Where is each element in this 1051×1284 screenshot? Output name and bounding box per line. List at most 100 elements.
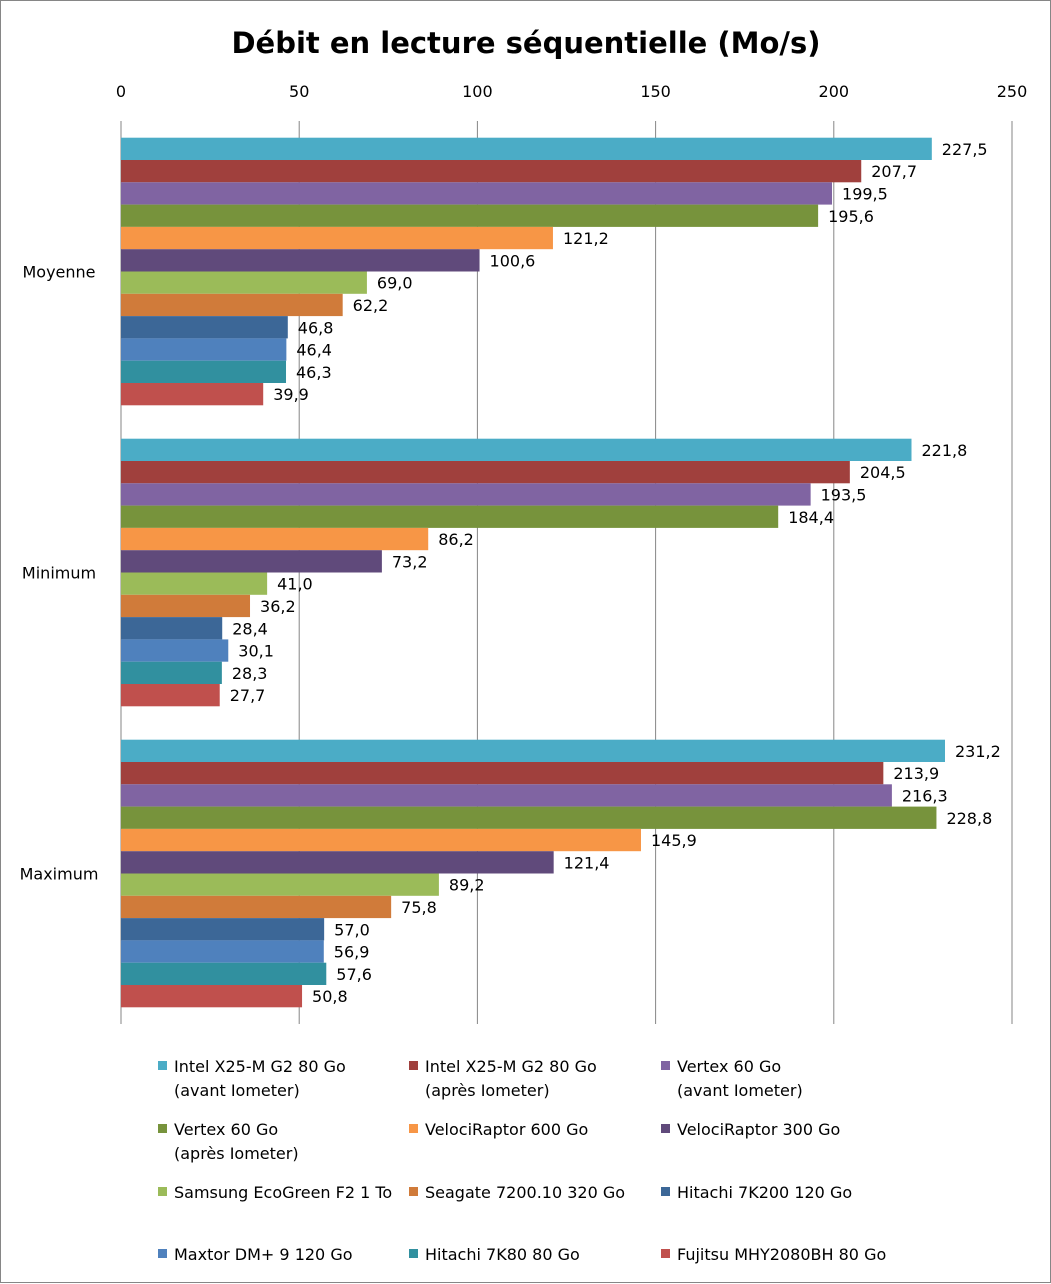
bar [121, 762, 884, 785]
category-label: Minimum [22, 564, 96, 583]
legend-swatch [158, 1187, 167, 1196]
bar [121, 962, 327, 985]
legend-swatch [409, 1249, 418, 1258]
legend-label: Hitachi 7K200 120 Go [677, 1183, 852, 1202]
bar [121, 851, 554, 874]
legend-label: (après Iometer) [174, 1144, 299, 1163]
legend-label: Fujitsu MHY2080BH 80 Go [677, 1245, 886, 1264]
bar [121, 505, 779, 528]
x-tick-label: 100 [462, 82, 493, 101]
bar [121, 383, 264, 406]
data-label: 36,2 [260, 597, 296, 616]
bar [121, 438, 912, 461]
legend-label: Intel X25-M G2 80 Go [174, 1057, 346, 1076]
bar [121, 160, 862, 183]
legend-swatch [661, 1187, 670, 1196]
legend-label: Seagate 7200.10 320 Go [425, 1183, 625, 1202]
bar [121, 360, 287, 383]
legend-label: VelociRaptor 600 Go [425, 1120, 588, 1139]
x-tick-label: 200 [819, 82, 850, 101]
data-label: 39,9 [273, 385, 309, 404]
data-label: 50,8 [312, 987, 348, 1006]
bar [121, 594, 251, 618]
bar [121, 617, 223, 640]
data-label: 184,4 [788, 508, 834, 527]
data-label: 145,9 [651, 831, 697, 850]
bar [121, 316, 288, 339]
data-label: 231,2 [955, 742, 1001, 761]
bar [121, 550, 382, 573]
bar [121, 226, 553, 250]
data-label: 213,9 [893, 764, 939, 783]
data-label: 41,0 [277, 575, 313, 594]
bar [121, 293, 343, 317]
bar [121, 985, 303, 1008]
legend-label: Intel X25-M G2 80 Go [425, 1057, 597, 1076]
data-label: 75,8 [401, 898, 437, 917]
data-label: 73,2 [392, 552, 428, 571]
category-label: Moyenne [22, 263, 95, 282]
bar [121, 137, 932, 160]
data-label: 216,3 [902, 786, 948, 805]
legend-label: Samsung EcoGreen F2 1 To [174, 1183, 392, 1202]
data-label: 204,5 [860, 463, 906, 482]
legend-label: (avant Iometer) [677, 1081, 803, 1100]
legend-label: (avant Iometer) [174, 1081, 300, 1100]
x-tick-label: 250 [997, 82, 1028, 101]
legend-swatch [661, 1249, 670, 1258]
data-label: 207,7 [871, 162, 917, 181]
bar [121, 271, 367, 294]
data-label: 221,8 [921, 441, 967, 460]
bar [121, 661, 222, 684]
legend-swatch [409, 1187, 418, 1196]
data-label: 56,9 [334, 943, 370, 962]
bar [121, 828, 641, 852]
legend-label: Vertex 60 Go [174, 1120, 278, 1139]
bar [121, 873, 439, 896]
bar [121, 572, 268, 595]
data-labels: 227,5 207,7 199,5 195,6 121,2 100,6 69,0 62,2 46… [230, 140, 1001, 1006]
legend-label: Maxtor DM+ 9 120 Go [174, 1245, 353, 1264]
data-label: 100,6 [490, 251, 536, 270]
legend-swatch [158, 1249, 167, 1258]
bar [121, 739, 945, 762]
data-label: 57,6 [336, 965, 372, 984]
bar [121, 639, 229, 662]
data-label: 28,4 [232, 619, 268, 638]
legend-swatch [158, 1124, 167, 1133]
category-axis: Moyenne Minimum Maximum [20, 263, 99, 884]
x-tick-label: 0 [116, 82, 126, 101]
data-label: 121,4 [564, 853, 610, 872]
x-tick-label: 150 [640, 82, 671, 101]
data-label: 46,4 [296, 341, 332, 360]
data-label: 46,3 [296, 363, 332, 382]
bar [121, 784, 892, 807]
bar [121, 806, 937, 829]
legend-swatch [409, 1124, 418, 1133]
bar [121, 204, 819, 227]
data-label: 89,2 [449, 876, 485, 895]
data-label: 199,5 [842, 184, 888, 203]
data-label: 228,8 [946, 809, 992, 828]
bar [121, 483, 811, 506]
legend-label: VelociRaptor 300 Go [677, 1120, 840, 1139]
data-label: 30,1 [238, 642, 274, 661]
category-label: Maximum [20, 865, 99, 884]
data-label: 27,7 [230, 686, 266, 705]
bar [121, 461, 850, 484]
legend: Intel X25-M G2 80 Go (avant Iometer) Intel… [158, 1057, 886, 1264]
bar [121, 182, 833, 205]
data-label: 193,5 [821, 485, 867, 504]
bar [121, 918, 325, 941]
data-label: 57,0 [334, 920, 370, 939]
legend-swatch [409, 1061, 418, 1070]
legend-label: Vertex 60 Go [677, 1057, 781, 1076]
data-label: 46,8 [298, 318, 334, 337]
legend-label: (après Iometer) [425, 1081, 550, 1100]
bar [121, 338, 287, 361]
legend-swatch [661, 1061, 670, 1070]
legend-swatch [661, 1124, 670, 1133]
bar [121, 249, 480, 272]
